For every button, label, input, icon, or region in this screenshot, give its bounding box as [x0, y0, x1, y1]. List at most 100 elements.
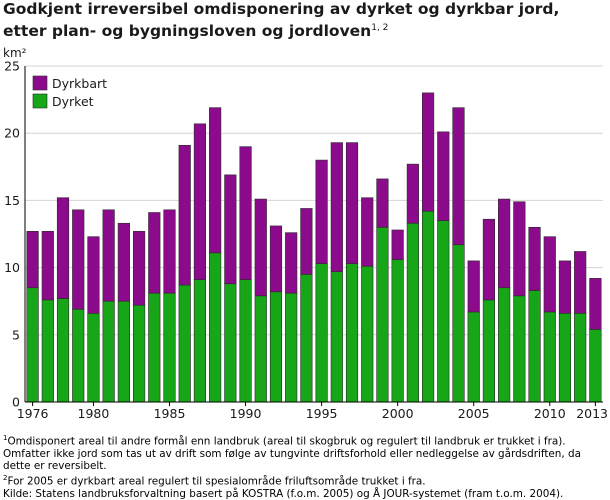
bar-dyrkbart-1983 — [132, 231, 146, 306]
bar-dyrket-1984 — [148, 292, 161, 403]
source-note: Kilde: Statens landbruksforvaltning base… — [3, 488, 564, 500]
bar-dyrket-1979 — [72, 308, 85, 403]
stacked-bar-chart: 0 5 10 15 20 25 1976 1980 1985 1990 1995 2000 2005 20… — [3, 46, 608, 422]
bar-dyrket-1991 — [254, 295, 267, 403]
bar-dyrkbart-2005 — [467, 260, 480, 313]
bar-dyrket-1987 — [193, 279, 207, 403]
x-tick-label-2000: 2000 — [382, 406, 414, 421]
legend-swatch-dyrket — [32, 93, 48, 109]
bar-dyrket-1996 — [330, 271, 343, 403]
bar-dyrket-1983 — [132, 304, 146, 403]
bar-dyrket-1976 — [26, 287, 39, 403]
bar-dyrket-1995 — [315, 263, 328, 403]
bar-dyrkbart-2003 — [437, 131, 450, 221]
y-axis-unit-label: km² — [3, 46, 27, 60]
bar-dyrkbart-2013 — [589, 278, 602, 330]
bar-dyrket-1992 — [269, 291, 283, 403]
y-tick-label-10: 10 — [4, 260, 20, 275]
bar-dyrket-1985 — [163, 292, 176, 403]
footnote-1: 1Omdisponert areal til andre formål enn … — [3, 432, 609, 472]
bar-dyrket-1986 — [178, 284, 191, 403]
bars — [26, 92, 602, 403]
bar-dyrkbart-1996 — [330, 142, 343, 272]
legend-label-dyrkbart: Dyrkbart — [52, 76, 107, 91]
y-tick-label-15: 15 — [4, 193, 20, 208]
bar-dyrkbart-1976 — [26, 231, 39, 289]
bar-dyrket-1990 — [239, 279, 252, 403]
bar-dyrket-2012 — [574, 312, 587, 403]
bar-dyrket-2011 — [558, 312, 572, 403]
bar-dyrket-2001 — [406, 222, 419, 403]
bar-dyrket-1999 — [376, 226, 389, 403]
bar-dyrkbart-2001 — [406, 163, 419, 224]
x-tick-label-2013: 2013 — [576, 406, 608, 421]
bar-dyrkbart-2000 — [391, 229, 404, 260]
y-tick-label-20: 20 — [4, 126, 20, 141]
bar-dyrkbart-1993 — [285, 232, 298, 294]
chart-title-text: Godkjent irreversibel omdisponering av d… — [3, 0, 560, 41]
bar-dyrket-2000 — [391, 259, 404, 403]
footnote-1-text: Omdisponert areal til andre formål enn l… — [3, 435, 581, 473]
bar-dyrket-2010 — [543, 311, 556, 403]
bar-dyrket-2013 — [589, 329, 602, 403]
bar-dyrkbart-1981 — [102, 209, 115, 302]
bar-dyrkbart-1978 — [56, 197, 70, 299]
bar-dyrket-2006 — [482, 299, 496, 403]
bar-dyrkbart-1989 — [224, 174, 237, 285]
x-tick-label-1985: 1985 — [154, 406, 186, 421]
y-tick-label-0: 0 — [12, 395, 20, 410]
x-tick-label-1990: 1990 — [230, 406, 262, 421]
x-tick-label-2005: 2005 — [458, 406, 490, 421]
x-tick-label-1976: 1976 — [17, 406, 49, 421]
legend: Dyrkbart Dyrket — [32, 75, 107, 109]
legend-label-dyrket: Dyrket — [52, 94, 94, 109]
bar-dyrket-1980 — [87, 312, 100, 403]
bar-dyrkbart-1991 — [254, 198, 267, 297]
bar-dyrket-1977 — [41, 299, 54, 403]
bar-dyrket-1998 — [361, 265, 374, 403]
bar-dyrket-1978 — [56, 298, 70, 403]
bar-dyrket-2007 — [498, 287, 511, 403]
bar-dyrkbart-1982 — [117, 222, 130, 302]
bar-dyrkbart-1986 — [178, 144, 191, 286]
bar-dyrkbart-1988 — [209, 107, 222, 254]
x-tick-label-2010: 2010 — [534, 406, 566, 421]
bar-dyrkbart-1979 — [72, 209, 85, 310]
bar-dyrkbart-1999 — [376, 178, 389, 228]
bar-dyrkbart-1980 — [87, 236, 100, 314]
bar-dyrkbart-2012 — [574, 251, 587, 314]
bar-dyrkbart-2011 — [558, 260, 572, 314]
title-footnote-marks: 1, 2 — [371, 23, 389, 33]
footnote-2-mark: 2 — [3, 474, 8, 483]
bar-dyrkbart-2010 — [543, 236, 556, 313]
bar-dyrkbart-1995 — [315, 159, 328, 264]
footnote-2-text: For 2005 er dyrkbart areal regulert til … — [7, 475, 426, 488]
bar-dyrkbart-2008 — [513, 201, 526, 297]
bar-dyrkbart-2009 — [528, 226, 541, 291]
bar-dyrket-2002 — [421, 210, 435, 403]
bar-dyrkbart-1984 — [148, 212, 161, 294]
bar-dyrkbart-1990 — [239, 146, 252, 280]
bar-dyrkbart-2007 — [498, 198, 511, 289]
bar-dyrket-1997 — [345, 263, 359, 403]
y-tick-label-25: 25 — [4, 59, 20, 74]
bar-dyrket-1982 — [117, 300, 130, 403]
bar-dyrket-2003 — [437, 220, 450, 403]
x-tick-label-1980: 1980 — [78, 406, 110, 421]
bar-dyrket-1994 — [300, 274, 313, 403]
footnotes: 1Omdisponert areal til andre formål enn … — [3, 432, 609, 500]
footnote-2: 2For 2005 er dyrkbart areal regulert til… — [3, 472, 609, 488]
legend-swatch-dyrkbart — [32, 75, 48, 91]
bar-dyrket-2005 — [467, 311, 480, 403]
bar-dyrket-1989 — [224, 283, 237, 403]
bar-dyrkbart-1977 — [41, 231, 54, 301]
bar-dyrket-1988 — [209, 252, 222, 403]
bar-dyrkbart-1985 — [163, 209, 176, 294]
axes: 0 5 10 15 20 25 1976 1980 1985 1990 1995 2000 2005 20… — [4, 59, 608, 422]
bar-dyrkbart-1998 — [361, 197, 374, 267]
bar-dyrkbart-1997 — [345, 142, 359, 264]
bar-dyrkbart-2006 — [482, 218, 496, 301]
bar-dyrket-1981 — [102, 300, 115, 403]
bar-dyrket-2008 — [513, 295, 526, 403]
bar-dyrket-1993 — [285, 292, 298, 403]
